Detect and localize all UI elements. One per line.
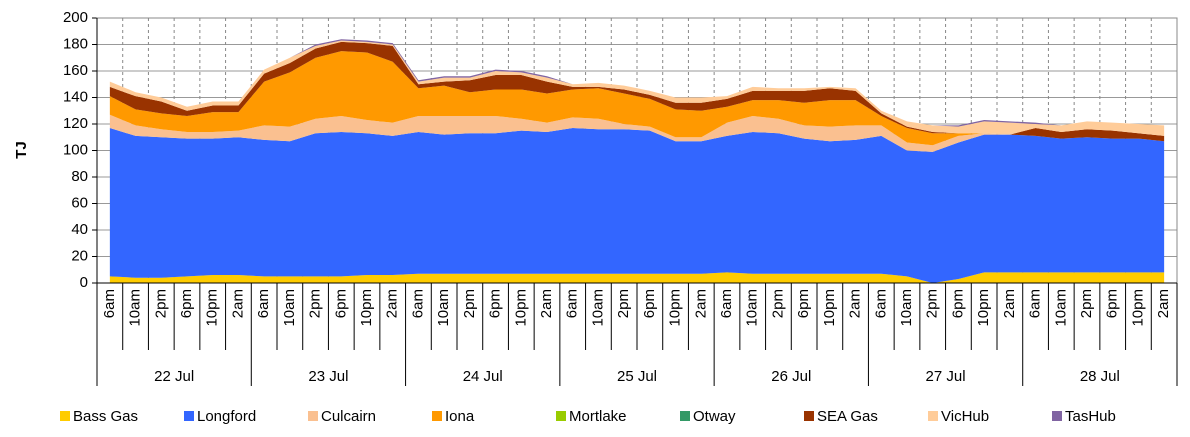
x-group-label: 23 Jul	[308, 368, 348, 385]
x-tick-label: 6pm	[641, 289, 658, 318]
legend-label: Longford	[197, 408, 256, 425]
x-tick-label: 6pm	[332, 289, 349, 318]
x-tick-label: 6pm	[949, 289, 966, 318]
y-tick-label: 180	[63, 35, 88, 52]
x-tick-label: 10pm	[667, 289, 684, 327]
area	[109, 40, 1165, 136]
area	[109, 51, 1165, 146]
legend-label: Bass Gas	[73, 408, 138, 425]
x-tick-label: 2pm	[1078, 289, 1095, 318]
x-group-label: 28 Jul	[1080, 368, 1120, 385]
y-tick-label: 160	[63, 62, 88, 79]
y-tick-label: 0	[80, 274, 88, 291]
x-tick-label: 6am	[564, 289, 581, 318]
x-tick-label: 2pm	[924, 289, 941, 318]
legend-swatch	[804, 411, 814, 421]
x-tick-label: 2am	[847, 289, 864, 318]
x-tick-label: 10pm	[358, 289, 375, 327]
x-tick-label: 10pm	[975, 289, 992, 327]
legend-swatch	[680, 411, 690, 421]
x-tick-label: 10am	[435, 289, 452, 327]
area	[109, 127, 1165, 283]
x-tick-label: 2pm	[152, 289, 169, 318]
y-tick-label: 100	[63, 141, 88, 158]
x-tick-label: 6am	[409, 289, 426, 318]
x-group-label: 22 Jul	[154, 368, 194, 385]
x-tick-label: 6am	[101, 289, 118, 318]
x-tick-label: 10am	[127, 289, 144, 327]
y-tick-label: 40	[71, 221, 88, 238]
legend-swatch	[556, 411, 566, 421]
x-tick-label: 10pm	[204, 289, 221, 327]
y-tick-label: 140	[63, 88, 88, 105]
legend-swatch	[60, 411, 70, 421]
x-tick-label: 6pm	[795, 289, 812, 318]
x-group-label: 27 Jul	[926, 368, 966, 385]
legend-swatch	[432, 411, 442, 421]
x-tick-label: 2pm	[769, 289, 786, 318]
legend-label: Otway	[693, 408, 736, 425]
y-axis-label: TJ	[13, 141, 30, 159]
x-tick-label: 2am	[384, 289, 401, 318]
x-group-label: 26 Jul	[771, 368, 811, 385]
x-tick-label: 6pm	[178, 289, 195, 318]
y-tick-label: 80	[71, 168, 88, 185]
legend-label: Mortlake	[569, 408, 627, 425]
x-tick-label: 2am	[538, 289, 555, 318]
x-tick-label: 10pm	[821, 289, 838, 327]
y-tick-label: 200	[63, 9, 88, 26]
y-tick-label: 60	[71, 194, 88, 211]
legend-label: Culcairn	[321, 408, 376, 425]
legend-label: SEA Gas	[817, 408, 878, 425]
x-tick-label: 6am	[872, 289, 889, 318]
x-tick-label: 10am	[744, 289, 761, 327]
x-tick-label: 10pm	[512, 289, 529, 327]
x-tick-label: 6am	[1027, 289, 1044, 318]
x-group-label: 25 Jul	[617, 368, 657, 385]
legend-swatch	[928, 411, 938, 421]
x-tick-label: 2am	[229, 289, 246, 318]
y-tick-label: 20	[71, 247, 88, 264]
legend-label: Iona	[445, 408, 475, 425]
x-tick-label: 10am	[589, 289, 606, 327]
x-tick-label: 2pm	[615, 289, 632, 318]
x-tick-label: 6am	[718, 289, 735, 318]
legend-label: TasHub	[1065, 408, 1116, 425]
x-tick-label: 10am	[1052, 289, 1069, 327]
legend-swatch	[184, 411, 194, 421]
x-tick-label: 6am	[255, 289, 272, 318]
x-tick-label: 10am	[898, 289, 915, 327]
x-tick-label: 6pm	[487, 289, 504, 318]
x-group-label: 24 Jul	[463, 368, 503, 385]
x-tick-label: 2am	[1155, 289, 1172, 318]
x-tick-label: 2am	[1001, 289, 1018, 318]
area	[109, 114, 1165, 152]
x-tick-label: 2pm	[307, 289, 324, 318]
legend-swatch	[308, 411, 318, 421]
x-tick-label: 6pm	[1104, 289, 1121, 318]
x-tick-label: 10am	[281, 289, 298, 327]
y-tick-label: 120	[63, 115, 88, 132]
x-tick-label: 2pm	[461, 289, 478, 318]
x-tick-label: 10pm	[1129, 289, 1146, 327]
legend-swatch	[1052, 411, 1062, 421]
x-tick-label: 2am	[692, 289, 709, 318]
legend-label: VicHub	[941, 408, 989, 425]
